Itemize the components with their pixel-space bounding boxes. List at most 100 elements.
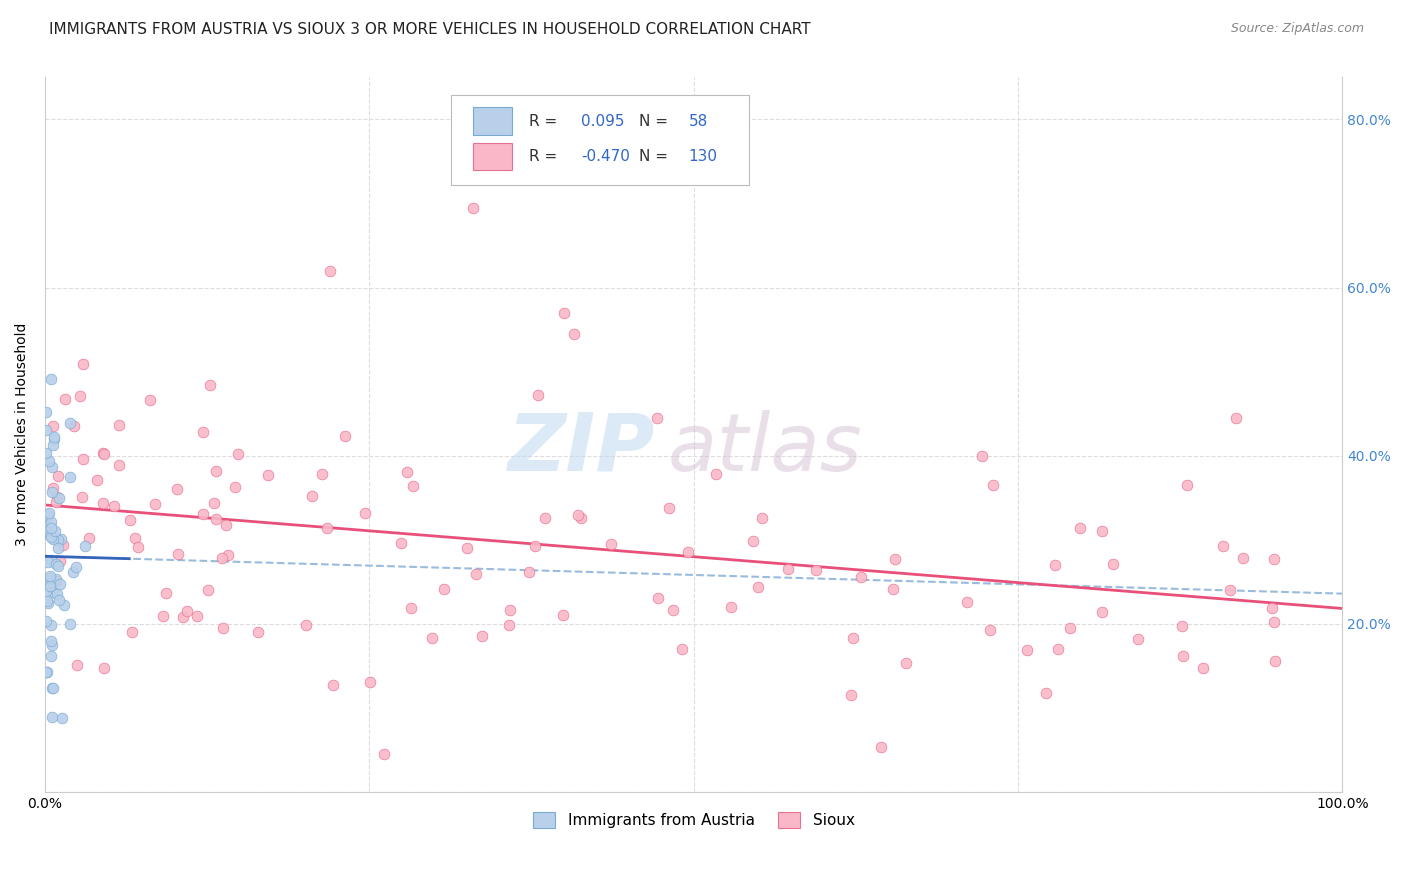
Point	[39, 634, 62, 648]
Point	[562, 327, 585, 342]
Text: -0.470: -0.470	[581, 149, 630, 164]
Text: IMMIGRANTS FROM AUSTRIA VS SIOUX 3 OR MORE VEHICLES IN HOUSEHOLD CORRELATION CHA: IMMIGRANTS FROM AUSTRIA VS SIOUX 3 OR MO…	[49, 22, 811, 37]
Point	[202, 496, 225, 510]
Point	[523, 539, 546, 553]
Point	[41, 617, 63, 632]
Point	[45, 558, 67, 572]
Point	[91, 446, 114, 460]
Point	[41, 459, 63, 474]
Point	[224, 480, 246, 494]
Point	[461, 201, 484, 215]
Point	[226, 447, 249, 461]
Point	[49, 554, 72, 568]
Point	[72, 490, 94, 504]
Point	[39, 553, 62, 567]
Point	[86, 473, 108, 487]
Point	[77, 532, 100, 546]
Point	[41, 681, 63, 695]
Point	[48, 593, 70, 607]
Point	[103, 499, 125, 513]
Point	[553, 306, 575, 320]
Point	[193, 508, 215, 522]
Point	[396, 465, 419, 479]
Point	[52, 538, 75, 552]
Point	[167, 547, 190, 561]
Point	[402, 479, 425, 493]
Point	[152, 609, 174, 624]
Point	[316, 521, 339, 535]
Point	[37, 572, 59, 586]
Point	[311, 467, 333, 481]
Point	[1101, 558, 1123, 572]
Point	[35, 583, 58, 598]
Point	[204, 512, 226, 526]
Point	[647, 591, 669, 605]
Point	[38, 454, 60, 468]
Point	[69, 389, 91, 403]
Text: R =: R =	[529, 113, 557, 128]
Point	[1059, 621, 1081, 635]
Point	[59, 417, 82, 431]
Point	[66, 657, 89, 672]
Point	[38, 579, 60, 593]
Point	[401, 601, 423, 615]
Point	[389, 536, 412, 550]
Point	[65, 560, 87, 574]
Point	[48, 491, 70, 506]
Point	[600, 537, 623, 551]
Point	[52, 598, 75, 612]
Point	[678, 545, 700, 559]
Point	[45, 495, 67, 509]
Point	[301, 489, 323, 503]
Text: 130: 130	[689, 149, 717, 164]
Point	[93, 447, 115, 461]
Point	[658, 501, 681, 516]
Point	[211, 550, 233, 565]
Point	[217, 548, 239, 562]
Bar	[472, 107, 512, 135]
Point	[295, 618, 318, 632]
Point	[37, 555, 59, 569]
Point	[1232, 550, 1254, 565]
Point	[63, 419, 86, 434]
Point	[45, 572, 67, 586]
Point	[335, 429, 357, 443]
Point	[319, 264, 342, 278]
Point	[172, 609, 194, 624]
Point	[59, 617, 82, 632]
Point	[42, 585, 65, 599]
Point	[1046, 641, 1069, 656]
Point	[842, 631, 865, 645]
Point	[62, 565, 84, 579]
Point	[38, 569, 60, 583]
Point	[121, 624, 143, 639]
Point	[1263, 551, 1285, 566]
Point	[567, 508, 589, 522]
Point	[1015, 643, 1038, 657]
Point	[197, 582, 219, 597]
Point	[35, 665, 58, 679]
Point	[35, 594, 58, 608]
Text: ZIP: ZIP	[508, 410, 655, 488]
Point	[1091, 524, 1114, 538]
Point	[42, 481, 65, 495]
Point	[422, 631, 444, 645]
Point	[143, 498, 166, 512]
Point	[851, 570, 873, 584]
Point	[1171, 618, 1194, 632]
Point	[41, 485, 63, 500]
Point	[751, 510, 773, 524]
Text: 0.095: 0.095	[581, 113, 624, 128]
Point	[1192, 661, 1215, 675]
Point	[127, 540, 149, 554]
Point	[1126, 632, 1149, 647]
Point	[956, 595, 979, 609]
Text: atlas: atlas	[668, 410, 862, 488]
Point	[211, 621, 233, 635]
Point	[373, 747, 395, 762]
Point	[41, 710, 63, 724]
Point	[186, 608, 208, 623]
Point	[53, 392, 76, 407]
Point	[37, 596, 59, 610]
Point	[1225, 411, 1247, 425]
